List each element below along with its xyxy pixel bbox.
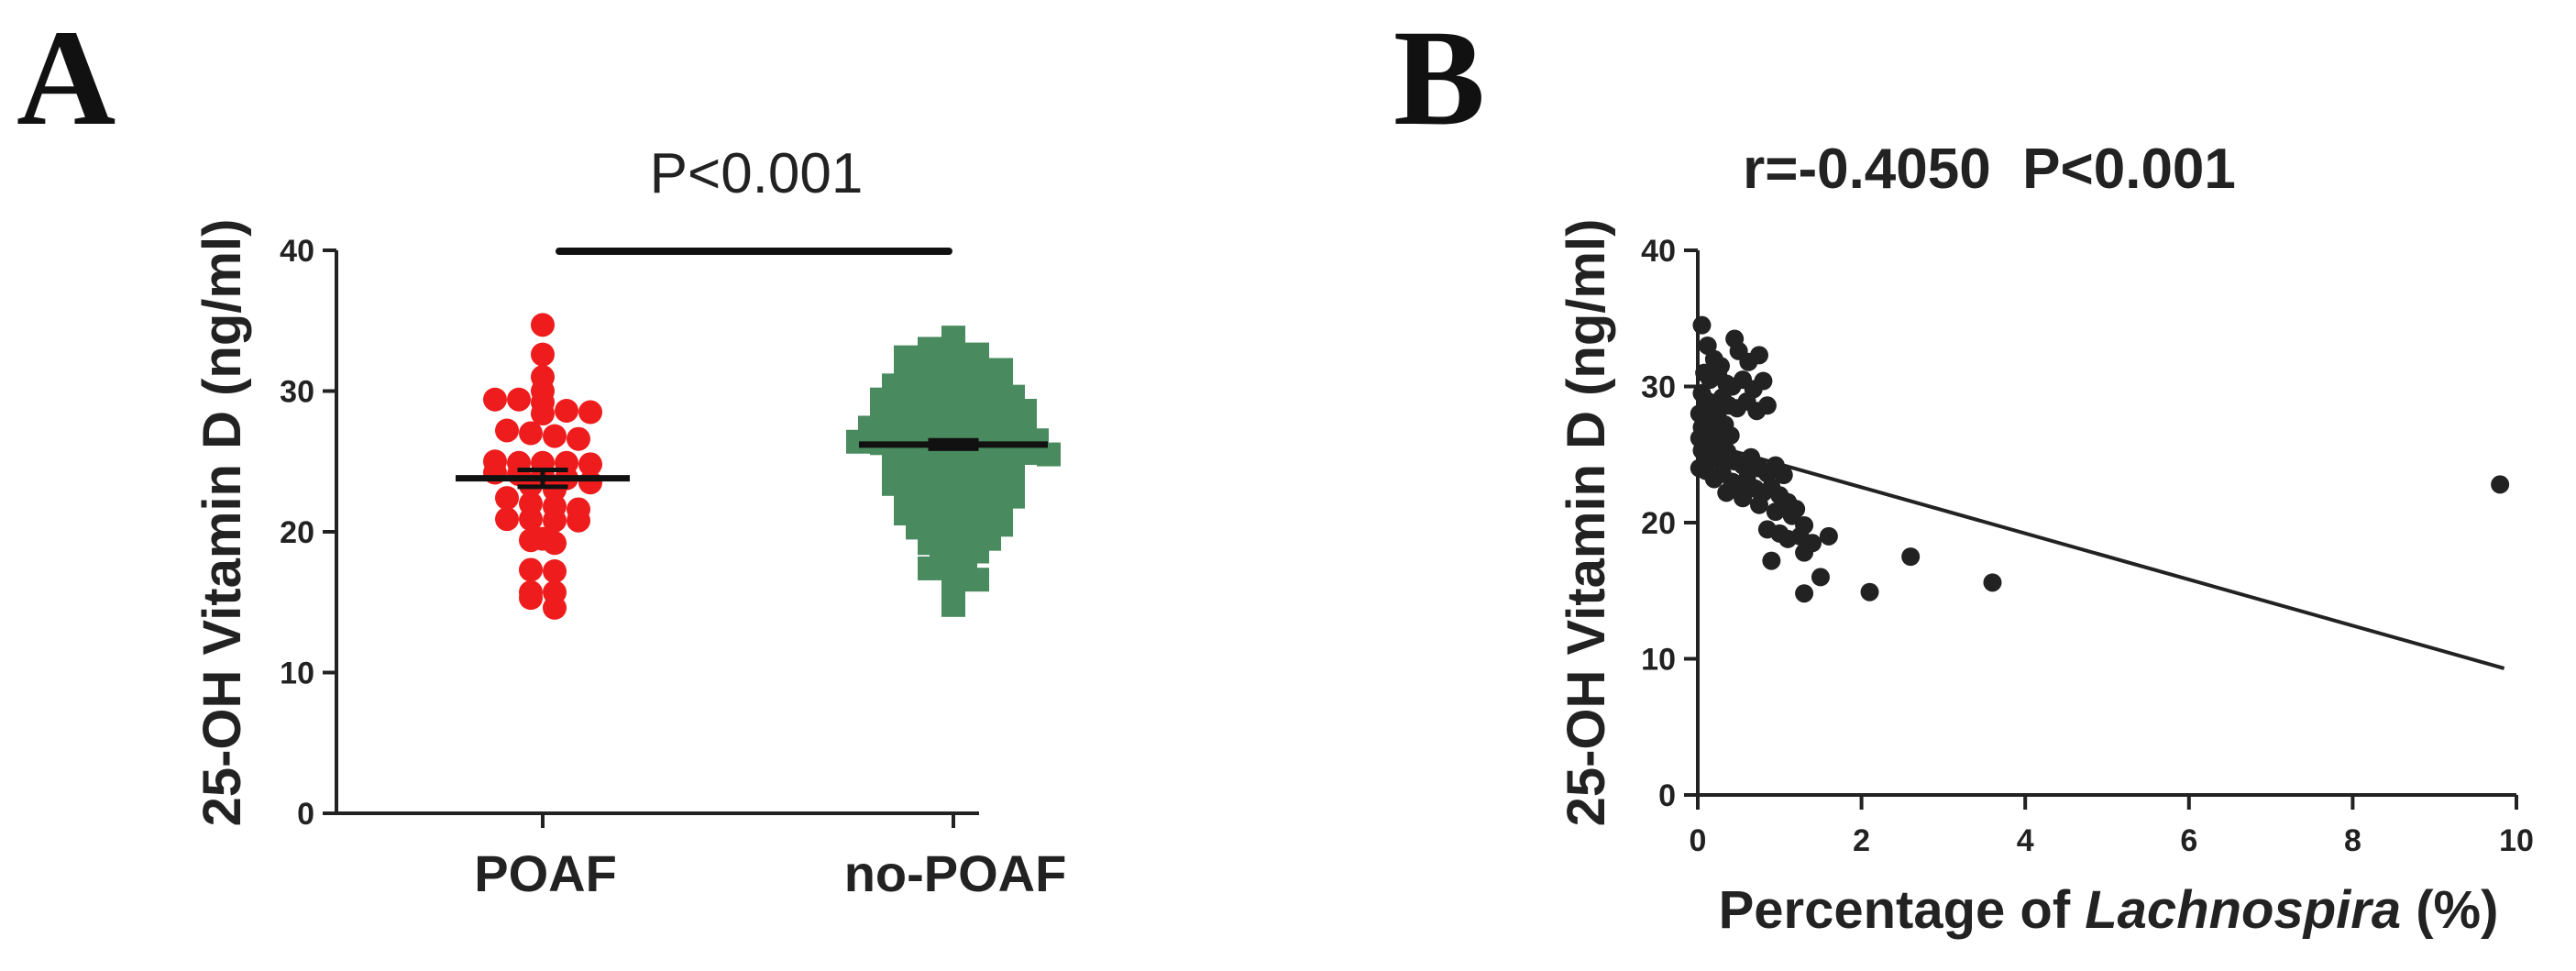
panel-b-y-ticks: 0 10 20 30 40 [1641,234,1698,813]
data-point-poaf [567,426,590,451]
data-point-poaf [483,387,507,412]
data-point [1762,551,1781,570]
data-point-no-poaf [965,342,989,367]
panel-b-x-tick-label: 0 [1690,823,1707,858]
panel-b-y-tick-label: 30 [1641,370,1676,405]
panel-b-y-tick-label: 0 [1658,778,1676,813]
data-point-poaf [531,526,555,551]
panel-b-x-tick-label: 6 [2180,823,2197,858]
data-point [1749,346,1768,365]
data-point-poaf [531,313,555,337]
data-point [1795,543,1814,562]
panel-b-points [1690,315,2510,603]
panel-a-points [483,313,1061,620]
panel-b-y-tick-label: 10 [1641,643,1676,678]
data-point-poaf [531,342,555,367]
panel-b-x-tick-label: 2 [1853,823,1870,858]
data-point-poaf [519,580,543,605]
panel-b-x-ticks: 0 2 4 6 8 10 [1690,795,2534,858]
data-point-poaf [495,418,519,443]
data-point [1774,466,1793,485]
regression-line [1701,440,2505,670]
x-category-label-poaf: POAF [474,844,617,902]
data-point-no-poaf [918,337,941,361]
data-point [1983,573,2002,592]
panel-b-chart: r=-0.4050 P<0.001 25-OH Vitamin D (ng/ml… [1557,138,2534,940]
panel-a-y-tick-label: 0 [297,797,314,832]
data-point [1757,396,1777,415]
panel-b-x-tick-label: 4 [2017,823,2034,858]
data-point-poaf [519,557,543,582]
panel-b-y-tick-label: 20 [1641,506,1676,541]
data-point [1754,371,1773,391]
data-point-no-poaf [894,345,918,370]
data-point [1811,568,1830,587]
panel-label-b: B [1393,2,1485,154]
panel-a-y-tick-label: 20 [280,515,314,550]
data-point-poaf [543,424,567,448]
data-point [1692,315,1712,335]
panel-label-a: A [17,2,116,154]
data-point-poaf [578,452,602,477]
data-point-poaf [507,387,531,412]
panel-b-y-axis-title: 25-OH Vitamin D (ng/ml) [1557,219,1616,827]
data-point [1749,495,1768,514]
data-point [1717,483,1736,502]
data-point-poaf [519,421,543,446]
panel-a-y-tick-label: 10 [280,657,314,691]
panel-a-x-ticks [541,813,955,828]
data-point-poaf [543,494,567,519]
panel-b-title: r=-0.4050 P<0.001 [1743,138,2236,201]
data-point [1698,336,1717,355]
data-point-poaf [543,580,567,605]
panel-a-y-tick-label: 40 [280,234,314,269]
panel-a-y-axis-title: 25-OH Vitamin D (ng/ml) [193,219,252,827]
data-point [1795,584,1814,603]
data-point-poaf [543,558,567,583]
data-point-poaf [555,398,578,423]
panel-a-mean-lines [456,437,1048,490]
panel-a-y-tick-label: 30 [280,375,314,410]
panel-b-x-tick-label: 10 [2499,823,2534,858]
data-point [1860,582,1879,601]
panel-a-chart: P<0.001 25-OH Vitamin D (ng/ml) 0 10 20 30 4… [193,142,1066,902]
data-point-no-poaf [989,358,1013,382]
x-category-label-no-poaf: no-POAF [844,844,1067,902]
data-point-poaf [495,507,519,532]
panel-a-p-value: P<0.001 [650,142,864,205]
data-point-no-poaf [941,326,965,350]
data-point-poaf [531,365,555,390]
data-point [2491,475,2510,494]
data-point-poaf [578,400,602,425]
data-point-poaf [519,491,543,516]
data-point-poaf [495,486,519,511]
panel-b-x-axis-title: Percentage of Lachnospira (%) [1719,880,2499,940]
data-point [1901,547,1921,567]
panel-a-y-ticks: 0 10 20 30 40 [280,234,336,832]
panel-b-x-tick-label: 8 [2344,823,2361,858]
data-point [1734,489,1753,508]
data-point-poaf [483,449,507,474]
data-point [1766,502,1785,522]
data-point [1819,526,1838,546]
data-point-poaf [567,497,590,522]
panel-b-y-tick-label: 40 [1641,234,1676,269]
